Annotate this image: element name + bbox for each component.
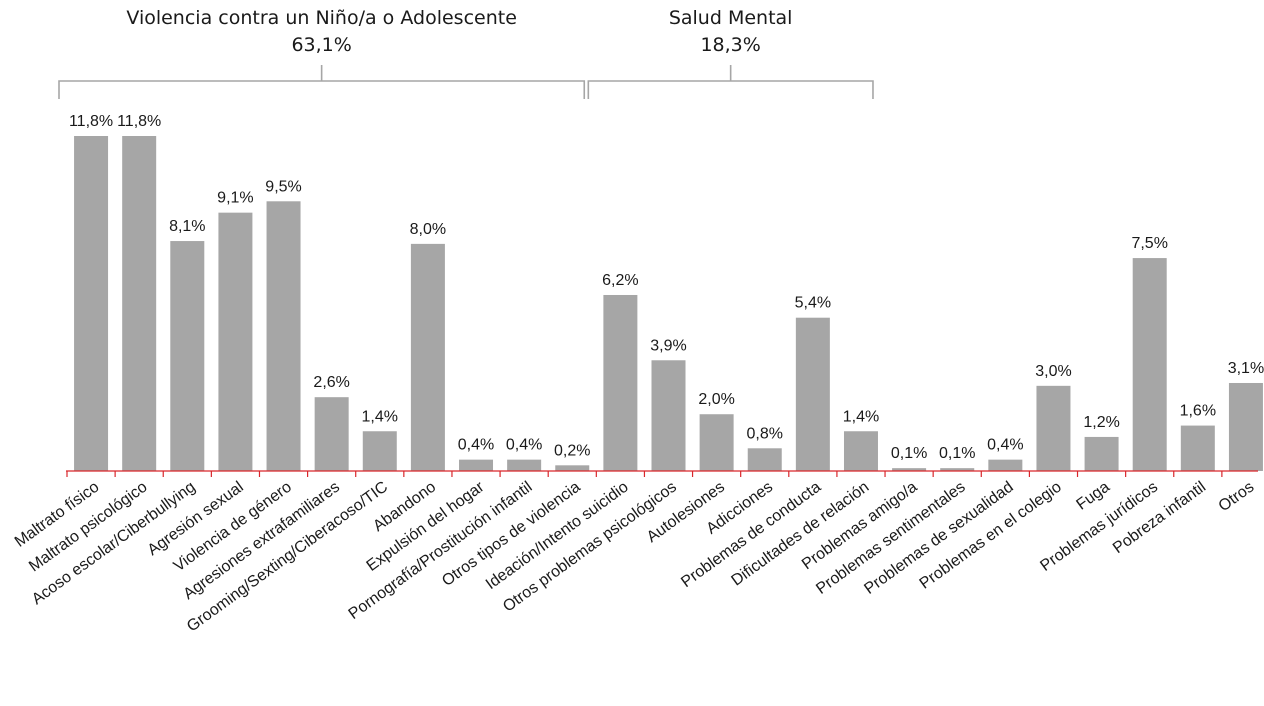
- bars: [74, 136, 1263, 472]
- bar-12: [651, 360, 686, 471]
- bar-18: [940, 468, 975, 471]
- group-bracket-1: [587, 65, 874, 99]
- bar-3: [218, 212, 253, 472]
- bar-19: [988, 459, 1023, 471]
- bar-9: [507, 459, 542, 471]
- value-label-1: 11,8%: [117, 113, 161, 130]
- value-label-24: 3,1%: [1228, 360, 1264, 377]
- value-label-2: 8,1%: [169, 218, 205, 235]
- value-label-18: 0,1%: [939, 445, 975, 462]
- value-label-8: 0,4%: [458, 437, 494, 454]
- value-label-21: 1,2%: [1083, 414, 1119, 431]
- bar-11: [603, 294, 638, 471]
- group-total-0: 63,1%: [291, 34, 351, 56]
- value-label-17: 0,1%: [891, 445, 927, 462]
- value-label-14: 0,8%: [747, 425, 783, 442]
- bar-8: [459, 459, 494, 471]
- value-label-16: 1,4%: [843, 408, 879, 425]
- bar-15: [795, 317, 830, 471]
- value-label-7: 8,0%: [410, 221, 446, 238]
- value-labels: 11,8% 11,8% 8,1% 9,1% 9,5% 2,6% 1,4% 8,0% 0,4% 0,…: [69, 113, 1264, 462]
- bar-7: [410, 243, 445, 471]
- value-label-0: 11,8%: [69, 113, 113, 130]
- bar-20: [1036, 385, 1071, 471]
- value-label-6: 1,4%: [362, 408, 398, 425]
- bar-0: [74, 136, 109, 471]
- bar-21: [1084, 436, 1119, 471]
- value-label-13: 2,0%: [698, 391, 734, 408]
- bar-24: [1228, 382, 1263, 471]
- value-label-15: 5,4%: [795, 295, 831, 312]
- bar-13: [699, 414, 734, 471]
- value-label-9: 0,4%: [506, 437, 542, 454]
- bar-4: [266, 201, 301, 471]
- value-label-3: 9,1%: [217, 190, 253, 207]
- bar-22: [1132, 258, 1167, 471]
- value-label-12: 3,9%: [650, 337, 686, 354]
- group-title-1: Salud Mental: [669, 7, 793, 29]
- group-1: Salud Mental 18,3%: [587, 7, 874, 99]
- bar-5: [314, 397, 349, 471]
- group-0: Violencia contra un Niño/a o Adolescente…: [58, 7, 586, 99]
- group-bracket-0: [58, 65, 586, 99]
- group-title-0: Violencia contra un Niño/a o Adolescente: [126, 7, 517, 29]
- group-brackets: Violencia contra un Niño/a o Adolescente…: [58, 7, 874, 99]
- value-label-11: 6,2%: [602, 272, 638, 289]
- group-total-1: 18,3%: [700, 34, 760, 56]
- x-axis-ticks: [66, 471, 1223, 477]
- value-label-23: 1,6%: [1180, 403, 1216, 420]
- value-label-20: 3,0%: [1035, 363, 1071, 380]
- bar-23: [1180, 425, 1215, 471]
- bar-2: [170, 241, 205, 471]
- value-label-4: 9,5%: [265, 178, 301, 195]
- value-label-22: 7,5%: [1131, 235, 1167, 252]
- bar-6: [362, 431, 397, 471]
- bar-1: [122, 136, 157, 471]
- bar-17: [892, 468, 927, 471]
- bar-16: [843, 431, 878, 471]
- category-label-24: Otros: [1216, 478, 1258, 515]
- category-label-21: Fuga: [1073, 478, 1113, 513]
- bar-14: [747, 448, 782, 471]
- value-label-10: 0,2%: [554, 442, 590, 459]
- value-label-19: 0,4%: [987, 437, 1023, 454]
- value-label-5: 2,6%: [313, 374, 349, 391]
- bar-10: [555, 465, 590, 471]
